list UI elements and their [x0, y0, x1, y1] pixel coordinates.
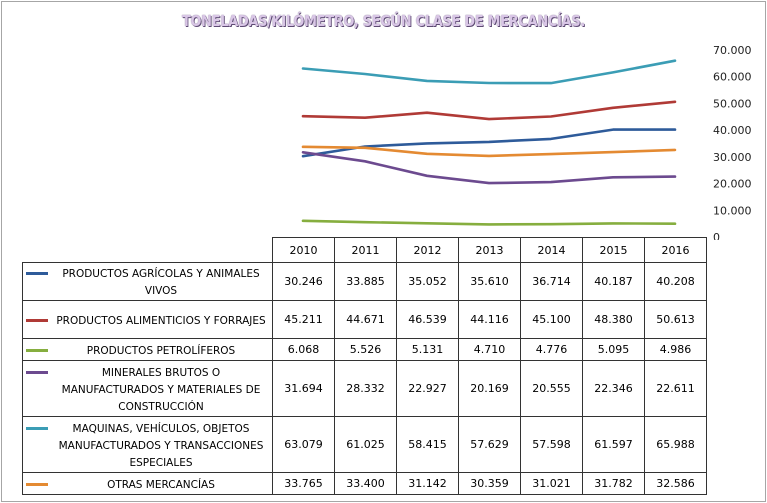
data-cell: 36.714 [520, 262, 583, 301]
table-row: PRODUCTOS PETROLÍFEROS 6.068 5.526 5.131 4.7… [22, 338, 707, 361]
data-cell: 31.142 [396, 472, 459, 495]
y-tick-label: 50.000 [713, 97, 752, 110]
y-tick-label: 10.000 [713, 204, 752, 217]
data-cell: 4.710 [458, 338, 521, 361]
data-cell: 57.598 [520, 416, 583, 473]
year-header: 2016 [644, 237, 707, 263]
table-corner [23, 238, 273, 263]
legend-key [26, 272, 48, 275]
data-cell: 45.211 [272, 300, 335, 339]
data-cell: 58.415 [396, 416, 459, 473]
series-label: MAQUINAS, VEHÍCULOS, OBJETOS MANUFACTURA… [22, 416, 273, 473]
data-cell: 44.671 [334, 300, 397, 339]
series-name: MINERALES BRUTOS O MANUFACTURADOS Y MATE… [61, 366, 261, 413]
legend-key [26, 348, 48, 352]
legend-key [26, 482, 48, 486]
data-cell: 33.885 [334, 262, 397, 301]
data-cell: 33.765 [272, 472, 335, 495]
data-cell: 31.694 [272, 360, 335, 417]
y-tick-label: 20.000 [713, 178, 752, 191]
series-label: MINERALES BRUTOS O MANUFACTURADOS Y MATE… [22, 360, 273, 417]
data-cell: 28.332 [334, 360, 397, 417]
data-cell: 45.100 [520, 300, 583, 339]
data-cell: 61.597 [582, 416, 645, 473]
series-label: PRODUCTOS AGRÍCOLAS Y ANIMALES VIVOS [22, 262, 273, 301]
data-cell: 30.359 [458, 472, 521, 495]
series-name: MAQUINAS, VEHÍCULOS, OBJETOS MANUFACTURA… [58, 422, 264, 469]
data-cell: 30.246 [272, 262, 335, 301]
data-cell: 40.187 [582, 262, 645, 301]
series-label: OTRAS MERCANCÍAS [22, 472, 273, 495]
data-cell: 32.586 [644, 472, 707, 495]
data-cell: 31.782 [582, 472, 645, 495]
data-cell: 31.021 [520, 472, 583, 495]
data-cell: 48.380 [582, 300, 645, 339]
series-name: OTRAS MERCANCÍAS [107, 478, 215, 491]
year-header: 2012 [396, 237, 459, 263]
data-cell: 40.208 [644, 262, 707, 301]
series-name: PRODUCTOS ALIMENTICIOS Y FORRAJES [56, 314, 266, 327]
data-cell: 20.169 [458, 360, 521, 417]
legend-key [26, 370, 48, 374]
data-table: 2010 2011 2012 2013 2014 2015 2016 PRODUCTOS AG… [22, 237, 707, 495]
data-cell: 22.927 [396, 360, 459, 417]
series-label: PRODUCTOS ALIMENTICIOS Y FORRAJES [22, 300, 273, 339]
data-cell: 6.068 [272, 338, 335, 361]
data-cell: 4.986 [644, 338, 707, 361]
series-label: PRODUCTOS PETROLÍFEROS [22, 338, 273, 361]
series-line-5 [301, 59, 677, 85]
data-cell: 4.776 [520, 338, 583, 361]
series-name: PRODUCTOS AGRÍCOLAS Y ANIMALES VIVOS [62, 268, 260, 297]
y-tick-label: 40.000 [713, 124, 752, 137]
table-row: PRODUCTOS ALIMENTICIOS Y FORRAJES 45.211 4… [22, 300, 707, 339]
table-row: MINERALES BRUTOS O MANUFACTURADOS Y MATE… [22, 360, 707, 417]
year-header: 2015 [582, 237, 645, 263]
data-cell: 20.555 [520, 360, 583, 417]
legend-key [26, 318, 48, 322]
data-cell: 5.526 [334, 338, 397, 361]
year-header: 2010 [272, 237, 335, 263]
legend-key [26, 426, 48, 430]
data-cell: 61.025 [334, 416, 397, 473]
chart-plot: 0 10.000 20.000 30.000 40.000 50.000 60.000 70.… [301, 44, 752, 240]
data-cell: 22.346 [582, 360, 645, 417]
data-cell: 57.629 [458, 416, 521, 473]
data-cell: 46.539 [396, 300, 459, 339]
y-tick-label: 30.000 [713, 151, 752, 164]
year-header: 2013 [458, 237, 521, 263]
data-cell: 33.400 [334, 472, 397, 495]
data-cell: 63.079 [272, 416, 335, 473]
year-header: 2014 [520, 237, 583, 263]
year-header: 2011 [334, 237, 397, 263]
series-line-6 [301, 145, 677, 158]
data-cell: 5.095 [582, 338, 645, 361]
data-cell: 35.052 [396, 262, 459, 301]
series-line-3 [301, 219, 677, 226]
series-line-4 [301, 151, 677, 185]
data-cell: 22.611 [644, 360, 707, 417]
series-line-2 [301, 100, 677, 121]
y-tick-label: 0 [713, 231, 720, 240]
data-cell: 44.116 [458, 300, 521, 339]
data-cell: 35.610 [458, 262, 521, 301]
y-tick-label: 70.000 [713, 44, 752, 57]
table-row: PRODUCTOS AGRÍCOLAS Y ANIMALES VIVOS 30.2… [22, 262, 707, 301]
data-cell: 65.988 [644, 416, 707, 473]
series-name: PRODUCTOS PETROLÍFEROS [86, 344, 236, 357]
data-cell: 5.131 [396, 338, 459, 361]
table-row: MAQUINAS, VEHÍCULOS, OBJETOS MANUFACTURA… [22, 416, 707, 473]
table-row: OTRAS MERCANCÍAS 33.765 33.400 31.142 30.359… [22, 472, 707, 495]
data-cell: 50.613 [644, 300, 707, 339]
y-tick-label: 60.000 [713, 71, 752, 84]
chart-title: TONELADAS/KILÓMETRO, SEGÚN CLASE DE MERC… [181, 12, 586, 30]
